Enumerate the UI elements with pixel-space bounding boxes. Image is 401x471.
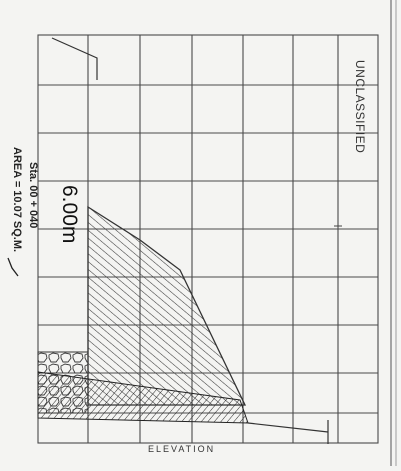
stamp-text: UNCLASSIFIED bbox=[353, 60, 367, 153]
dimension-label: 6.00m bbox=[58, 185, 81, 243]
fill-section bbox=[87, 205, 247, 406]
ground-line-bottom bbox=[247, 422, 329, 433]
check-mark-icon bbox=[7, 257, 19, 277]
station-label: Sta. 00 + 040 bbox=[27, 162, 39, 228]
grid bbox=[37, 34, 379, 444]
area-label: AREA = 10.07 SQ.M. bbox=[11, 147, 23, 252]
ground-line-top bbox=[51, 37, 98, 80]
elevation-label: ELEVATION bbox=[148, 444, 215, 454]
